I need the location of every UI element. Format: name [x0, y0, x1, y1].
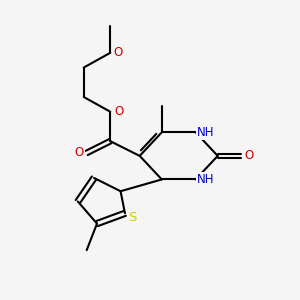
- Text: O: O: [113, 46, 122, 59]
- Text: NH: NH: [197, 126, 215, 139]
- Text: S: S: [128, 211, 136, 224]
- Text: NH: NH: [197, 173, 215, 186]
- Text: O: O: [115, 105, 124, 118]
- Text: O: O: [75, 146, 84, 159]
- Text: O: O: [244, 149, 253, 162]
